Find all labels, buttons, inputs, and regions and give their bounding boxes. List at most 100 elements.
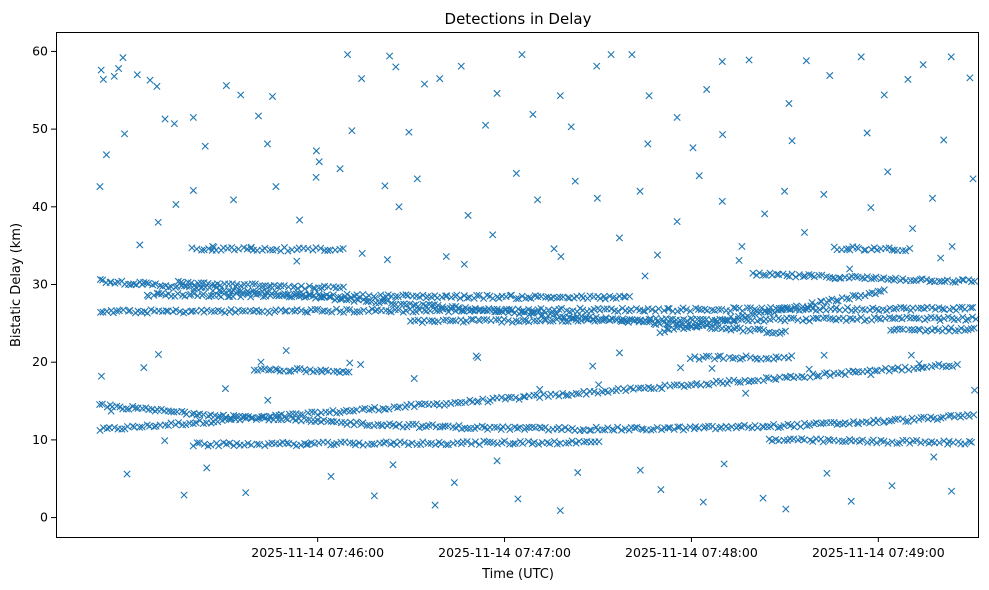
detection-point [881, 364, 890, 372]
detection-point [695, 172, 703, 180]
detection-point [261, 244, 269, 252]
detection-point [762, 271, 770, 279]
detection-point [846, 265, 854, 273]
detection-point [271, 365, 280, 373]
detection-point [887, 326, 895, 334]
detection-point [740, 421, 749, 429]
detection-point [385, 405, 393, 413]
detection-point [710, 306, 719, 314]
detection-point [736, 378, 744, 386]
detection-point [386, 52, 394, 60]
detection-point [284, 247, 292, 255]
detection-point [204, 245, 213, 253]
detection-point [306, 366, 314, 374]
detection-point [636, 187, 644, 195]
detection-point [770, 420, 778, 429]
detection-point [514, 495, 522, 503]
detection-point [122, 405, 130, 413]
detection-point [493, 89, 501, 97]
detection-point [761, 210, 769, 218]
detection-point [622, 387, 630, 395]
detection-point [511, 439, 519, 447]
detection-point [449, 316, 457, 325]
detection-point [674, 423, 682, 431]
detection-point [301, 308, 309, 316]
detection-point [861, 246, 870, 254]
detection-point [315, 158, 323, 166]
detection-point [301, 285, 309, 293]
detection-point [928, 304, 936, 312]
detection-point [391, 306, 399, 314]
detection-point [497, 393, 506, 402]
detection-point [899, 325, 907, 333]
detection-point [810, 420, 818, 428]
detection-point [648, 305, 656, 314]
detection-point [247, 441, 255, 449]
detection-point [600, 305, 608, 313]
detection-point [512, 394, 520, 402]
detection-point [904, 75, 912, 83]
detection-point [512, 169, 520, 177]
detection-point [197, 279, 205, 287]
detection-point [966, 304, 975, 312]
detection-point [971, 277, 979, 285]
detection-point [962, 316, 970, 324]
detection-point [282, 307, 291, 315]
detection-point [559, 389, 567, 398]
detection-point [395, 203, 403, 211]
detection-point [759, 494, 767, 502]
detection-point [102, 151, 111, 159]
detection-point [598, 426, 607, 434]
detection-point [343, 290, 351, 298]
detection-point [880, 437, 888, 445]
detection-point [409, 420, 417, 428]
detection-point [601, 295, 609, 303]
detection-point [357, 360, 365, 369]
detection-point [348, 127, 356, 135]
detection-point [203, 306, 211, 314]
detection-point [922, 276, 931, 284]
y-axis: 0 10 20 30 40 50 60 [32, 43, 56, 525]
detection-point [890, 305, 898, 313]
detection-point [780, 436, 788, 444]
detection-point [686, 355, 694, 363]
detection-point [661, 381, 669, 389]
detection-point [537, 304, 545, 313]
detection-point [556, 506, 564, 515]
detection-point [557, 426, 566, 434]
detection-point [343, 50, 352, 59]
detection-point [820, 351, 828, 359]
detection-point [958, 276, 966, 284]
detection-point [639, 307, 647, 315]
points-layer [96, 50, 980, 515]
detection-point [442, 252, 450, 261]
detection-point [463, 437, 471, 446]
detection-point [891, 415, 899, 423]
detection-point [676, 364, 685, 372]
detection-point [556, 92, 564, 100]
detection-point [150, 291, 158, 299]
detection-point [301, 293, 309, 301]
detection-point [564, 294, 572, 302]
detection-point [285, 293, 293, 301]
detection-point [818, 271, 826, 279]
detection-point [493, 457, 501, 465]
detection-point [555, 305, 563, 314]
detection-point [282, 346, 290, 355]
detection-point [961, 305, 969, 313]
detection-point [907, 351, 915, 359]
detection-point [653, 317, 662, 325]
detection-point [232, 289, 241, 298]
detection-point [346, 418, 355, 426]
detection-point [456, 294, 464, 302]
detection-point [259, 293, 267, 301]
detection-point [553, 315, 561, 323]
detection-point [394, 404, 402, 412]
detection-point [880, 274, 888, 282]
detection-point [969, 303, 977, 312]
detection-point [633, 423, 641, 431]
detection-point [528, 307, 536, 315]
detection-point [550, 245, 558, 253]
detection-point [795, 271, 803, 279]
detection-point [460, 307, 468, 315]
